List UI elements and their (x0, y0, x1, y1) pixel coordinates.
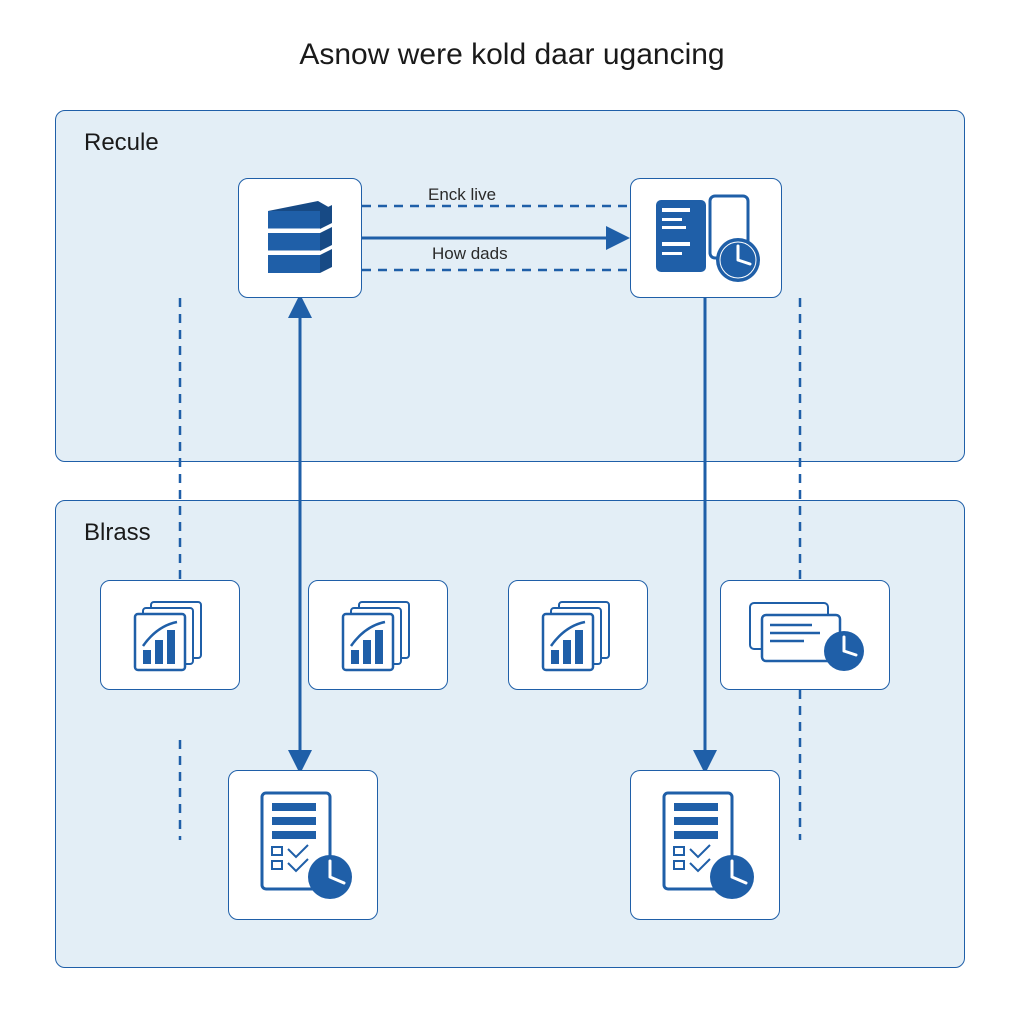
report-clock-icon (650, 785, 760, 905)
node-devices (630, 178, 782, 298)
diagram-title: Asnow were kold daar ugancing (0, 38, 1024, 72)
diagram-canvas: Asnow were kold daar ugancing Recule Blr… (0, 0, 1024, 1024)
chart-pages-icon (333, 596, 423, 674)
node-chart-3 (508, 580, 648, 690)
report-clock-icon (248, 785, 358, 905)
node-cards (720, 580, 890, 690)
devices-clock-icon (646, 190, 766, 286)
region-bottom: Blrass (55, 500, 965, 968)
region-top-label: Recule (84, 129, 159, 157)
chart-pages-icon (125, 596, 215, 674)
node-report-2 (630, 770, 780, 920)
cards-clock-icon (740, 593, 870, 677)
node-chart-1 (100, 580, 240, 690)
region-top: Recule (55, 110, 965, 462)
node-server (238, 178, 362, 298)
region-bottom-label: Blrass (84, 519, 151, 547)
chart-pages-icon (533, 596, 623, 674)
node-report-1 (228, 770, 378, 920)
edge-label-top-1: Enck live (428, 185, 496, 205)
server-stack-icon (260, 193, 340, 283)
node-chart-2 (308, 580, 448, 690)
edge-label-top-2: How dads (432, 244, 508, 264)
